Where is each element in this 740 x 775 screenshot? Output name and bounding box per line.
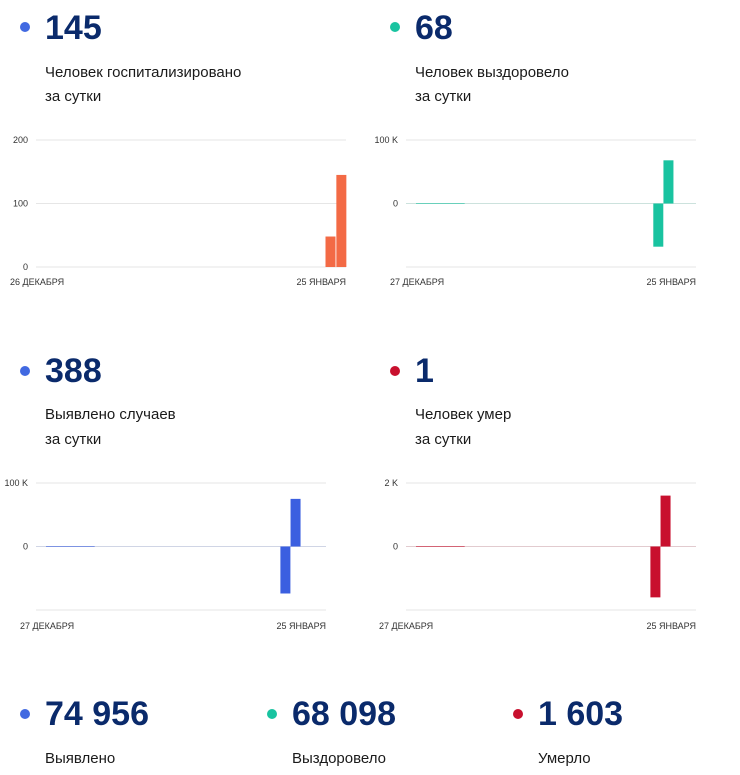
died-caption-line2: за сутки bbox=[415, 431, 472, 448]
y-tick-label: 0 bbox=[393, 199, 398, 209]
bar bbox=[653, 203, 664, 247]
total-detected-value: 74 956 bbox=[45, 695, 149, 733]
bar bbox=[280, 546, 291, 594]
hospitalized-caption-line1: Человек госпитализировано bbox=[45, 64, 242, 81]
died-dot-icon bbox=[390, 366, 400, 376]
x-tick-label-end: 25 ЯНВАРЯ bbox=[276, 621, 326, 631]
total-detected-label: Выявлено bbox=[45, 750, 116, 767]
bar bbox=[336, 174, 347, 267]
recovered-caption-line2: за сутки bbox=[415, 88, 472, 105]
x-tick-label-end: 25 ЯНВАРЯ bbox=[296, 277, 346, 287]
y-tick-label: 0 bbox=[23, 542, 28, 552]
x-tick-label-end: 25 ЯНВАРЯ bbox=[646, 621, 696, 631]
y-tick-label: 100 K bbox=[374, 135, 398, 145]
chart-recovered: 0 100 K 27 ДЕКАБРЯ 25 ЯНВАРЯ bbox=[374, 135, 696, 287]
total-detected-dot-icon bbox=[20, 709, 30, 719]
total-recovered-value: 68 098 bbox=[292, 695, 396, 733]
chart-died: 0 2 K 27 ДЕКАБРЯ 25 ЯНВАРЯ bbox=[379, 478, 696, 631]
recovered-caption-line1: Человек выздоровело bbox=[415, 64, 569, 81]
bar bbox=[650, 546, 661, 598]
bar bbox=[663, 160, 674, 204]
chart-detected: 0 100 K 27 ДЕКАБРЯ 25 ЯНВАРЯ bbox=[4, 478, 326, 631]
x-tick-label-start: 27 ДЕКАБРЯ bbox=[20, 621, 74, 631]
y-tick-label: 0 bbox=[393, 542, 398, 552]
chart-hospitalized: 0 100 200 26 ДЕКАБРЯ 25 ЯНВАРЯ bbox=[10, 135, 347, 287]
detected-caption-line1: Выявлено случаев bbox=[45, 406, 176, 423]
total-died-label: Умерло bbox=[538, 750, 591, 767]
y-tick-label: 100 K bbox=[4, 478, 28, 488]
detected-dot-icon bbox=[20, 366, 30, 376]
y-tick-label: 200 bbox=[13, 135, 28, 145]
bar bbox=[660, 495, 671, 547]
x-tick-label-end: 25 ЯНВАРЯ bbox=[646, 277, 696, 287]
hospitalized-dot-icon bbox=[20, 22, 30, 32]
hospitalized-value: 145 bbox=[45, 9, 102, 47]
total-died-dot-icon bbox=[513, 709, 523, 719]
y-tick-label: 2 K bbox=[384, 478, 398, 488]
y-tick-label: 0 bbox=[23, 262, 28, 272]
total-recovered-label: Выздоровело bbox=[292, 750, 387, 767]
x-tick-label-start: 27 ДЕКАБРЯ bbox=[379, 621, 433, 631]
died-caption-line1: Человек умер bbox=[415, 406, 512, 423]
died-value: 1 bbox=[415, 352, 434, 390]
recovered-dot-icon bbox=[390, 22, 400, 32]
recovered-value: 68 bbox=[415, 9, 453, 47]
total-died-value: 1 603 bbox=[538, 695, 624, 733]
bar bbox=[325, 236, 336, 267]
total-recovered-dot-icon bbox=[267, 709, 277, 719]
x-tick-label-start: 27 ДЕКАБРЯ bbox=[390, 277, 444, 287]
bar bbox=[290, 498, 301, 547]
hospitalized-caption-line2: за сутки bbox=[45, 88, 102, 105]
x-tick-label-start: 26 ДЕКАБРЯ bbox=[10, 277, 64, 287]
detected-value: 388 bbox=[45, 352, 102, 390]
y-tick-label: 100 bbox=[13, 199, 28, 209]
detected-caption-line2: за сутки bbox=[45, 431, 102, 448]
